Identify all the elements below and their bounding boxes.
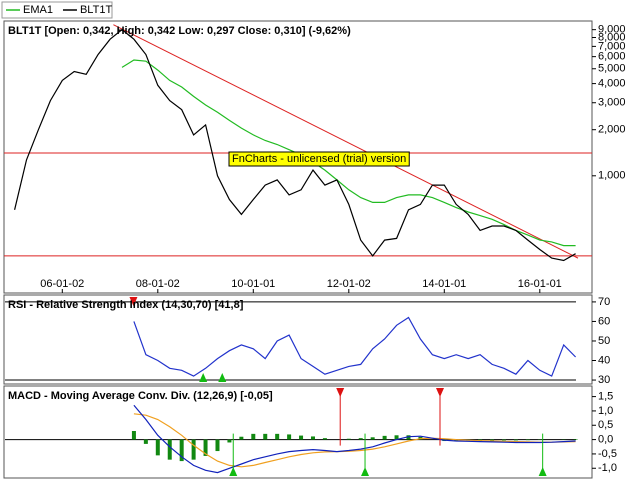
histogram-bar: [215, 439, 220, 452]
histogram-bar: [382, 435, 387, 440]
sell-signal: [336, 388, 345, 397]
histogram-bar: [251, 433, 256, 440]
buy-signal: [229, 467, 238, 476]
y-tick-label: 3,000: [598, 97, 626, 109]
y-tick-label: 50: [598, 335, 610, 347]
buy-signal: [361, 467, 370, 476]
x-tick-label: 08-01-02: [136, 278, 180, 290]
histogram-bar: [501, 439, 506, 441]
y-tick-label: 0,5: [598, 419, 613, 431]
panel-frame: [3, 294, 593, 385]
series-line: [14, 28, 576, 262]
buy-signal: [199, 373, 208, 382]
x-tick-label: 10-01-01: [231, 278, 275, 290]
y-tick-label: 40: [598, 354, 610, 366]
histogram-bar: [525, 439, 530, 441]
series-line: [133, 404, 576, 474]
histogram-bar: [179, 439, 184, 462]
y-tick-label: -0,5: [598, 448, 617, 460]
x-tick-label: 06-01-02: [40, 278, 84, 290]
histogram-bar: [191, 439, 196, 460]
panel-title: RSI - Relative Strength Index (14,30,70)…: [8, 299, 244, 311]
x-tick-label: 14-01-01: [422, 278, 466, 290]
histogram-bar: [346, 438, 351, 440]
histogram-bar: [227, 439, 232, 443]
legend-label: EMA1: [23, 4, 53, 16]
histogram-bar: [490, 439, 495, 441]
histogram-bar: [513, 439, 518, 441]
buy-signal: [218, 373, 227, 382]
histogram-bar: [454, 439, 459, 442]
y-tick-label: 60: [598, 315, 610, 327]
histogram-bar: [478, 439, 483, 441]
sell-signal: [436, 388, 445, 397]
y-tick-label: 1,0: [598, 405, 613, 417]
y-tick-label: 1,5: [598, 390, 613, 402]
histogram-bar: [310, 436, 315, 440]
histogram-bar: [239, 436, 244, 440]
histogram-bar: [155, 439, 160, 456]
y-tick-label: 8,000: [598, 31, 626, 43]
histogram-bar: [203, 439, 208, 456]
histogram-bar: [322, 438, 327, 440]
y-tick-label: 2,000: [598, 124, 626, 136]
panel-title: BLT1T [Open: 0,342, High: 0,342 Low: 0,2…: [8, 25, 351, 37]
y-tick-label: -1,0: [598, 462, 617, 474]
series-line: [133, 413, 576, 468]
panel-frame: [3, 385, 593, 479]
trend-line: [113, 24, 579, 259]
histogram-bar: [358, 438, 363, 440]
y-tick-label: 4,000: [598, 78, 626, 90]
legend-box: [1, 1, 113, 19]
buy-signal: [538, 467, 547, 476]
panel-title: MACD - Moving Average Conv. Div. (12,26,…: [8, 390, 273, 402]
histogram-bar: [573, 439, 578, 440]
histogram-bar: [287, 434, 292, 440]
histogram-bar: [263, 433, 268, 440]
watermark: FnCharts - unlicensed (trial) version: [232, 153, 406, 165]
y-tick-label: 70: [598, 296, 610, 308]
histogram-bar: [299, 435, 304, 440]
x-tick-label: 16-01-01: [518, 278, 562, 290]
y-tick-label: 5,000: [598, 63, 626, 75]
histogram-bar: [143, 439, 148, 444]
histogram-bar: [167, 439, 172, 460]
histogram-bar: [406, 435, 411, 440]
panel-frame: [3, 20, 593, 294]
histogram-bar: [131, 430, 136, 440]
series-line: [121, 59, 576, 247]
histogram-bar: [370, 437, 375, 440]
watermark-box: [228, 151, 410, 167]
x-tick-label: 12-01-02: [327, 278, 371, 290]
y-tick-label: 0,0: [598, 433, 613, 445]
series-line: [133, 316, 577, 377]
histogram-bar: [275, 433, 280, 440]
histogram-bar: [394, 435, 399, 440]
y-tick-label: 30: [598, 374, 610, 386]
y-tick-label: 6,000: [598, 51, 626, 63]
y-tick-label: 1,000: [598, 170, 626, 182]
sell-signal: [129, 297, 138, 306]
y-tick-label: 7,000: [598, 40, 626, 52]
legend-label: BLT1T: [80, 4, 112, 16]
y-tick-label: 9,000: [598, 24, 626, 36]
